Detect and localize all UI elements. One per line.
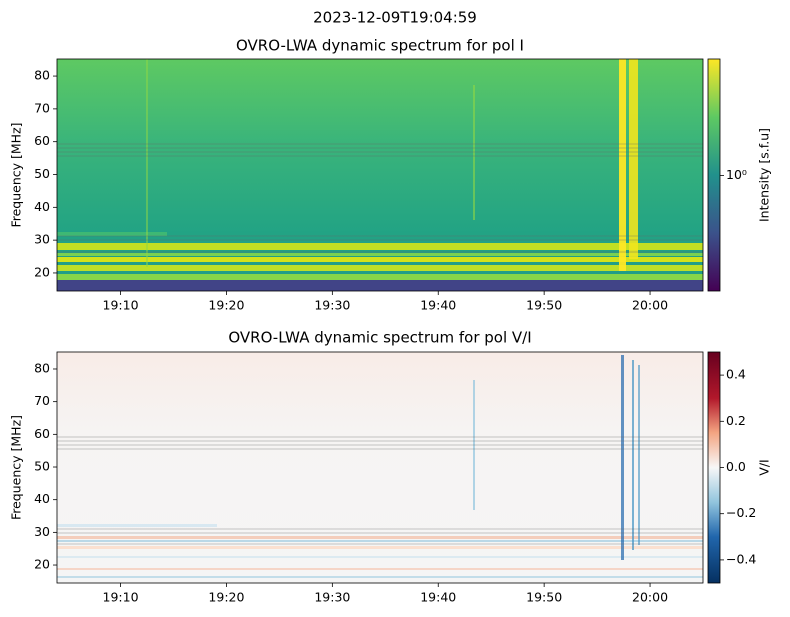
spectrum-image [57, 59, 720, 291]
y-tick-label: 70 [34, 100, 50, 115]
y-axis-label: Frequency [MHz] [9, 415, 24, 520]
y-tick-label: 60 [34, 426, 50, 441]
x-tick-label: 19:20 [208, 298, 244, 313]
x-tick-label: 20:00 [632, 298, 668, 313]
colorbar-label: Intensity [s.f.u] [757, 128, 772, 222]
y-tick-label: 80 [34, 360, 50, 375]
y-axis-label: Frequency [MHz] [9, 122, 24, 227]
colorbar-label: V/I [757, 459, 772, 475]
colorbar-tick-label: −0.4 [726, 551, 756, 566]
colorbar-tick-label: 0.4 [726, 367, 746, 382]
colorbar-tick-label: 10⁰ [726, 167, 747, 182]
suptitle: 2023-12-09T19:04:59 [313, 9, 477, 27]
chart-title: OVRO-LWA dynamic spectrum for pol V/I [228, 329, 531, 347]
colorbar-frame [707, 58, 721, 292]
x-tick-label: 19:40 [420, 298, 456, 313]
spectrum-image [57, 352, 720, 583]
y-tick-label: 40 [34, 491, 50, 506]
chart-title: OVRO-LWA dynamic spectrum for pol I [236, 37, 524, 55]
y-tick-label: 60 [34, 133, 50, 148]
x-tick-label: 19:30 [314, 590, 350, 605]
y-tick-label: 20 [34, 557, 50, 572]
y-tick-label: 30 [34, 524, 50, 539]
axes-frame [56, 58, 704, 292]
x-tick-label: 19:50 [526, 590, 562, 605]
y-tick-label: 50 [34, 459, 50, 474]
x-tick-label: 20:00 [632, 590, 668, 605]
y-tick-label: 70 [34, 393, 50, 408]
y-tick-label: 50 [34, 166, 50, 181]
y-tick-label: 30 [34, 232, 50, 247]
x-tick-label: 19:30 [314, 298, 350, 313]
x-tick-label: 19:10 [103, 298, 139, 313]
colorbar-tick-label: 0.0 [726, 459, 746, 474]
colorbar-tick-label: −0.2 [726, 505, 756, 520]
colorbar-tick-label: 0.2 [726, 413, 746, 428]
y-tick-label: 40 [34, 199, 50, 214]
y-tick-label: 80 [34, 68, 50, 83]
x-tick-label: 19:50 [526, 298, 562, 313]
x-tick-label: 19:20 [208, 590, 244, 605]
axes-frame [56, 351, 704, 584]
y-tick-label: 20 [34, 264, 50, 279]
x-tick-label: 19:40 [420, 590, 456, 605]
x-tick-label: 19:10 [103, 590, 139, 605]
